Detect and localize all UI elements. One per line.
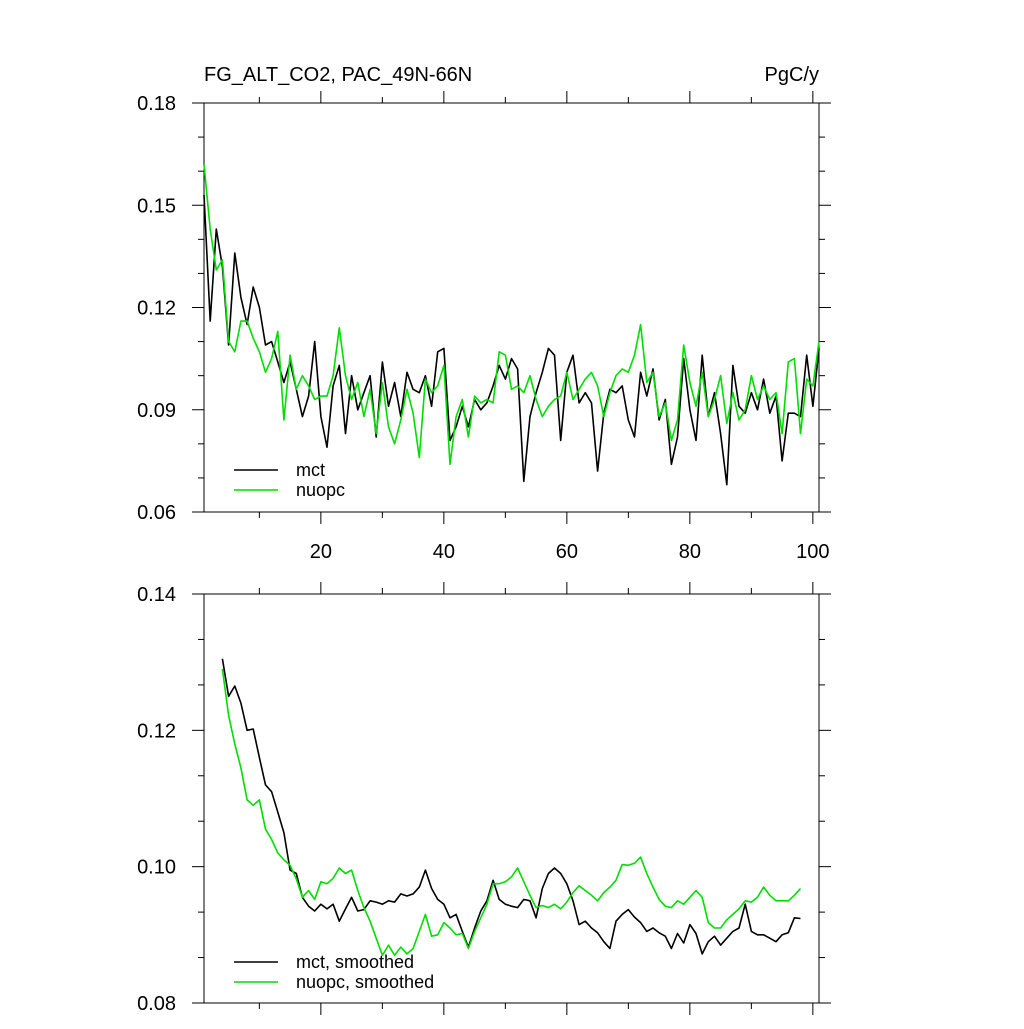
y-tick-label: 0.14	[137, 584, 176, 606]
series-bottom	[221, 658, 802, 957]
x-tick-label: 40	[433, 541, 455, 563]
legend-label: mct, smoothed	[296, 952, 414, 972]
y-tick-label: 0.15	[137, 195, 176, 217]
legend-label: mct	[296, 460, 325, 480]
series-line-mct-smoothed	[221, 658, 801, 955]
ticks-top: 0.06 0.09 0.12 0.15 0.18 20 40 60 80 100	[137, 91, 831, 563]
y-tick-label: 0.06	[137, 502, 176, 524]
plot-frame-top	[203, 102, 820, 513]
plot-frame-bottom	[203, 593, 820, 1004]
series-line-nuopc	[203, 164, 820, 466]
y-tick-label: 0.08	[137, 993, 176, 1015]
y-tick-label: 0.09	[137, 400, 176, 422]
x-tick-label: 20	[310, 541, 332, 563]
legend-label: nuopc, smoothed	[296, 972, 434, 992]
series-line-nuopc-smoothed	[221, 668, 802, 957]
legend-label: nuopc	[296, 480, 345, 500]
x-tick-label: 100	[796, 541, 829, 563]
y-tick-label: 0.18	[137, 93, 176, 115]
panel-top: FG_ALT_CO2, PAC_49N-66N PgC/y 0.060.090.…	[137, 64, 831, 563]
units-label: PgC/y	[765, 64, 819, 86]
chart-title: FG_ALT_CO2, PAC_49N-66N	[204, 64, 472, 86]
x-tick-label: 60	[556, 541, 578, 563]
series-line-mct	[203, 194, 820, 486]
y-tick-label: 0.12	[137, 298, 176, 320]
ticks-bottom: 0.08 0.10 0.12 0.14	[137, 582, 831, 1015]
series-top	[203, 164, 820, 486]
y-tick-label: 0.12	[137, 720, 176, 742]
x-tick-label: 80	[679, 541, 701, 563]
y-tick-label: 0.10	[137, 857, 176, 879]
